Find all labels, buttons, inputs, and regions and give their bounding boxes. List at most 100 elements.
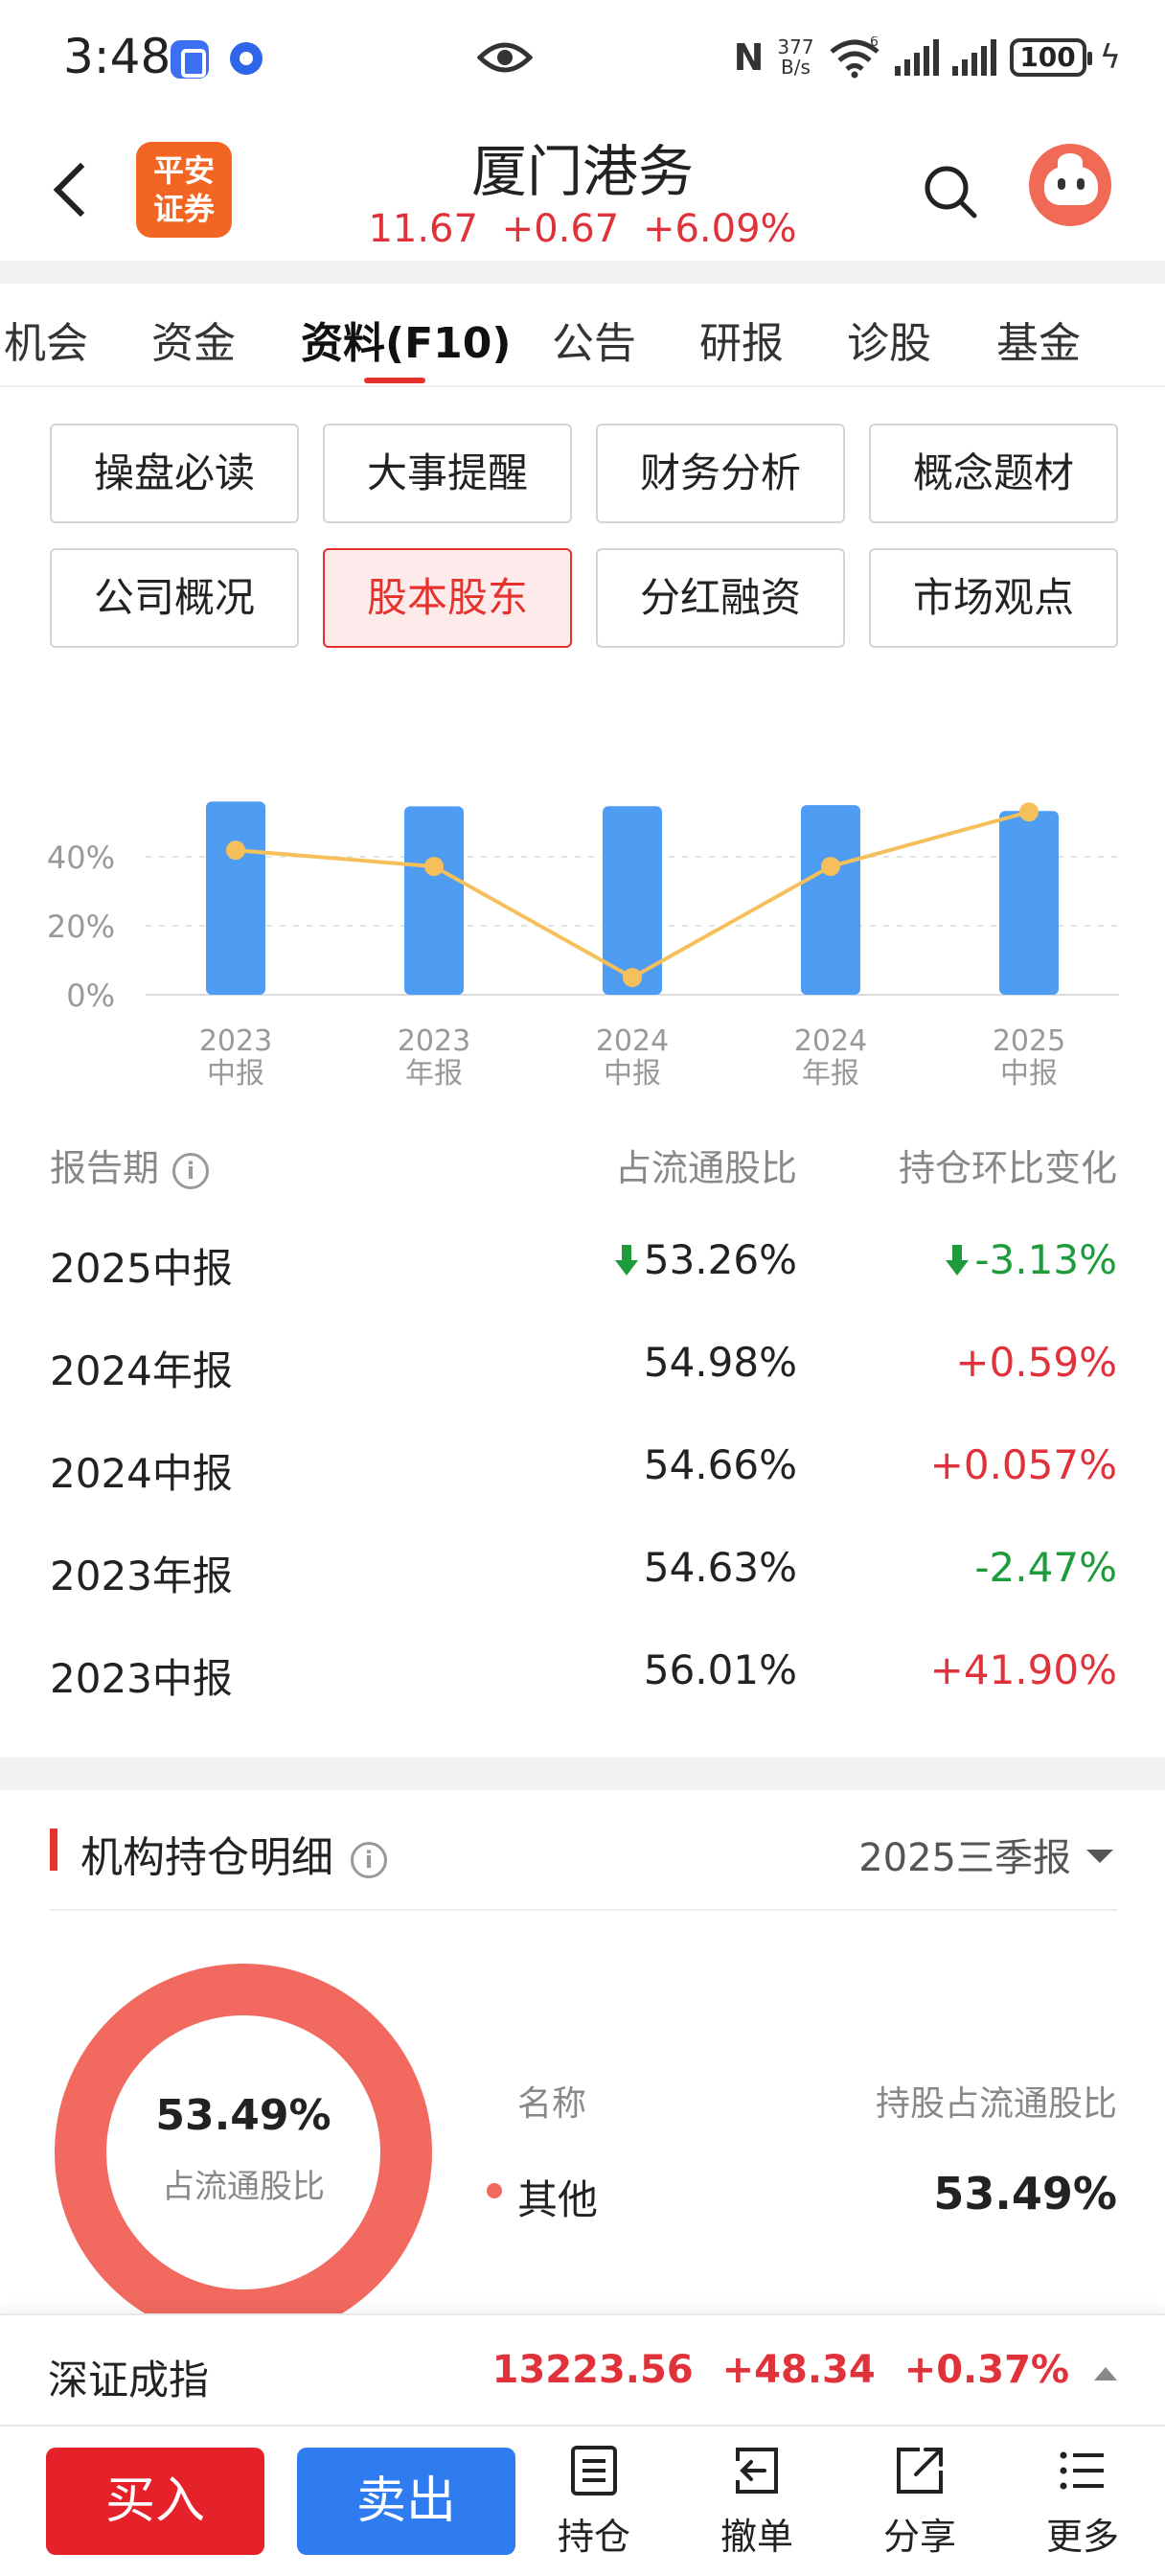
cancel-order-button[interactable]: 撤单 — [699, 2444, 814, 2568]
row-period: 2024年报 — [50, 1347, 233, 1394]
row-ratio: 56.01% — [644, 1646, 797, 1693]
buy-button[interactable]: 买入 — [46, 2448, 264, 2555]
broker-logo-line2: 证券 — [152, 191, 215, 227]
row-change: +41.90% — [930, 1646, 1117, 1693]
share-icon — [897, 2448, 943, 2494]
period-select[interactable]: 2025三季报 — [858, 1827, 1113, 1882]
subtab-company-profile[interactable]: 公司概况 — [50, 548, 299, 648]
share-button[interactable]: 分享 — [862, 2444, 977, 2568]
stock-quote: 11.67 +0.67 +6.09% — [0, 207, 1165, 251]
cancel-order-label: 撤单 — [720, 2516, 793, 2558]
x-tick-label: 2023 — [398, 1024, 470, 1058]
battery-icon: 100 — [1009, 38, 1092, 77]
net-speed-unit: B/s — [781, 56, 811, 79]
row-ratio: 54.63% — [644, 1544, 797, 1591]
subtab-concepts[interactable]: 概念题材 — [869, 424, 1118, 523]
table-row[interactable]: 2024年报 54.98% +0.59% — [0, 1312, 1165, 1408]
status-time: 3:48 — [63, 29, 171, 84]
institution-section-header: 机构持仓明细 i 2025三季报 — [0, 1790, 1165, 1913]
notification-app-icon — [171, 40, 209, 79]
wifi-tag: 6 — [870, 36, 879, 50]
info-icon[interactable]: i — [351, 1842, 387, 1878]
x-tick-label: 2024 — [596, 1024, 669, 1058]
divider — [50, 1909, 1117, 1911]
tab-funds-flow[interactable]: 资金 — [151, 319, 236, 368]
table-row[interactable]: 2023年报 54.63% -2.47% — [0, 1517, 1165, 1613]
section-separator — [0, 261, 1165, 284]
row-period: 2025中报 — [50, 1245, 233, 1292]
signal-icon-1 — [894, 39, 939, 76]
y-tick-label: 0% — [66, 978, 115, 1014]
notification-dot-icon — [230, 42, 263, 75]
chart-point — [1019, 802, 1039, 822]
subtab-market-views[interactable]: 市场观点 — [869, 548, 1118, 648]
more-button[interactable]: 更多 — [1025, 2444, 1140, 2568]
tab-announcements[interactable]: 公告 — [552, 319, 636, 368]
tab-opportunity[interactable]: 机会 — [4, 319, 88, 368]
donut-value: 53.49% — [155, 2091, 331, 2140]
subtab-shareholders[interactable]: 股本股东 — [323, 548, 572, 648]
stock-name: 厦门港务 — [470, 139, 694, 204]
index-change-pct: +0.37% — [903, 2348, 1069, 2392]
row-ratio: 53.26% — [614, 1236, 797, 1283]
chart-point — [424, 857, 444, 877]
stock-price: 11.67 — [368, 207, 478, 251]
row-ratio-value: 53.26% — [643, 1236, 797, 1283]
index-values: 13223.56 +48.34 +0.37% — [464, 2348, 1069, 2392]
status-right-icons: N 377 B/s 6 100 ϟ — [734, 33, 1121, 82]
legend-item-name: 其他 — [517, 2176, 599, 2223]
row-change-value: +0.59% — [955, 1339, 1117, 1386]
row-change: +0.59% — [955, 1339, 1117, 1386]
subtab-dividends[interactable]: 分红融资 — [596, 548, 845, 648]
y-tick-label: 20% — [47, 908, 115, 945]
chart-point — [226, 840, 245, 861]
chart-point — [821, 857, 840, 877]
row-ratio: 54.66% — [644, 1441, 797, 1488]
tab-diagnosis[interactable]: 诊股 — [847, 319, 931, 368]
subtab-financial-analysis[interactable]: 财务分析 — [596, 424, 845, 523]
donut-label: 占流通股比 — [162, 2168, 325, 2206]
chart-bar — [603, 806, 662, 995]
tab-fund[interactable]: 基金 — [996, 319, 1081, 368]
row-change-value: +41.90% — [929, 1646, 1117, 1693]
down-arrow-icon — [614, 1245, 638, 1277]
table-row[interactable]: 2025中报 53.26% -3.13% — [0, 1209, 1165, 1305]
header-ratio: 占流通股比 — [614, 1147, 797, 1189]
tab-research[interactable]: 研报 — [699, 319, 784, 368]
assistant-avatar[interactable] — [1029, 144, 1111, 226]
sell-button[interactable]: 卖出 — [297, 2448, 515, 2555]
header-period-label: 报告期 — [50, 1147, 160, 1189]
x-tick-label: 年报 — [802, 1057, 859, 1091]
table-row[interactable]: 2024中报 54.66% +0.057% — [0, 1414, 1165, 1510]
holdings-button[interactable]: 持仓 — [537, 2444, 651, 2568]
subtab-events[interactable]: 大事提醒 — [323, 424, 572, 523]
tab-bar: 机会 资金 资料(F10) 公告 研报 诊股 基金 — [0, 284, 1165, 387]
info-icon[interactable]: i — [172, 1152, 210, 1189]
x-tick-label: 2023 — [199, 1024, 272, 1058]
subtab-must-read[interactable]: 操盘必读 — [50, 424, 299, 523]
chart-bar — [404, 806, 464, 995]
index-ticker-bar[interactable]: 深证成指 13223.56 +48.34 +0.37% — [0, 2313, 1165, 2426]
down-arrow-icon — [946, 1245, 970, 1277]
net-speed: 377 B/s — [777, 37, 813, 78]
tab-active-indicator — [364, 378, 425, 383]
wifi-icon: 6 — [829, 36, 879, 79]
chart-bar — [206, 801, 265, 995]
tab-f10[interactable]: 资料(F10) — [301, 319, 512, 368]
share-label: 分享 — [882, 2516, 956, 2558]
row-ratio-value: 54.66% — [643, 1441, 797, 1488]
legend-item-value: 53.49% — [933, 2168, 1117, 2220]
row-ratio-value: 56.01% — [643, 1646, 797, 1693]
index-change: +48.34 — [721, 2348, 876, 2392]
header-period: 报告期 i — [50, 1138, 210, 1191]
bottom-toolbar: 买入 卖出 持仓 撤单 分享 更多 — [0, 2426, 1165, 2576]
expand-up-icon[interactable] — [1094, 2367, 1117, 2380]
broker-logo: 平安 证券 — [136, 142, 232, 238]
table-row[interactable]: 2023中报 56.01% +41.90% — [0, 1620, 1165, 1715]
legend-header-name: 名称 — [517, 2084, 587, 2124]
x-tick-label: 2025 — [993, 1024, 1065, 1058]
x-tick-label: 2024 — [794, 1024, 867, 1058]
y-tick-label: 40% — [47, 840, 115, 876]
search-icon[interactable] — [922, 163, 979, 220]
row-change-value: -3.13% — [974, 1236, 1117, 1283]
